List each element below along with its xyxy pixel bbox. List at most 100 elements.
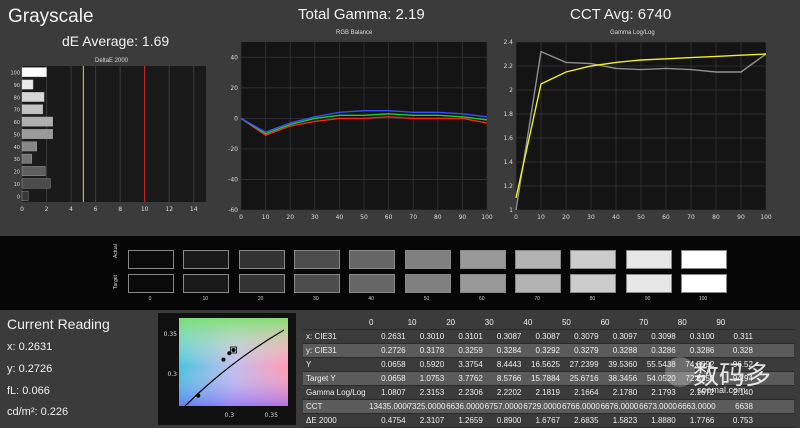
table-row-label: y: CIE31 <box>306 346 337 355</box>
table-cell: 0.311 <box>733 332 753 341</box>
table-column-header: 30 <box>484 318 494 327</box>
table-cell: 8.5766 <box>496 374 522 383</box>
deltae-bar <box>21 141 37 152</box>
table-cell: 6663.0000 <box>677 402 716 411</box>
target-row-label: Target <box>113 275 119 289</box>
gamma-x-tick: 90 <box>737 214 745 221</box>
table-cell: 0.3079 <box>574 332 599 341</box>
swatch-band <box>0 236 800 310</box>
deltae-bar <box>21 129 53 139</box>
deltae-bar <box>21 79 34 90</box>
target-swatch <box>404 274 451 293</box>
table-cell: 0.3098 <box>651 332 676 341</box>
rgb-x-tick: 60 <box>385 214 393 221</box>
watermark-text: 数码多 <box>693 361 772 391</box>
cie-y-tick: 0.3 <box>167 371 177 378</box>
table-cell: 6673.0000 <box>639 402 677 411</box>
deltae-bar <box>21 153 33 164</box>
table-row-label: ΔE 2000 <box>306 416 337 425</box>
rgb-x-tick: 0 <box>239 214 243 221</box>
table-column-header: 10 <box>407 318 417 327</box>
swatch-level-label: 70 <box>534 296 540 302</box>
table-cell: 2.1664 <box>574 388 599 397</box>
rgb-x-tick: 50 <box>360 214 368 221</box>
table-cell: 2.3107 <box>419 416 445 425</box>
rgb-x-tick: 90 <box>459 214 467 221</box>
deltae-chart-title: DeltaE 2000 <box>95 58 129 64</box>
deltae-bar <box>21 190 29 201</box>
table-column-header: 70 <box>639 318 649 327</box>
actual-swatch <box>681 250 727 269</box>
target-swatch <box>681 274 727 293</box>
swatch-level-label: 30 <box>313 296 319 302</box>
deltae-bar <box>21 104 44 115</box>
gamma-x-tick: 0 <box>514 214 518 221</box>
target-swatch <box>293 274 340 293</box>
gamma-y-tick: 2 <box>509 87 513 94</box>
table-cell: 74.8592 <box>685 360 715 369</box>
table-cell: 96.52 <box>732 360 753 369</box>
table-cell: 0.4754 <box>381 416 406 425</box>
table-cell: 25.6716 <box>569 374 599 383</box>
table-cell: 2.2202 <box>496 388 522 397</box>
gamma-y-tick: 1.8 <box>503 111 513 118</box>
gamma-y-tick: 1.4 <box>503 159 513 166</box>
table-row-label: Gamma Log/Log <box>306 388 366 397</box>
table-cell: 1.2659 <box>458 416 483 425</box>
table-cell: 0.3101 <box>458 332 483 341</box>
table-cell: 6636.0000 <box>446 402 485 411</box>
table-cell: 0.3010 <box>419 332 445 341</box>
table-cell: 2.1672 <box>689 388 715 397</box>
table-column-header: 40 <box>523 318 533 327</box>
table-cell: 2.140 <box>732 388 753 397</box>
table-row: CCT 13435.0000 7325.0000 6636.0000 6757.0000… <box>303 400 794 414</box>
table-header-row: 0 10 20 30 40 50 60 70 80 90 <box>303 316 794 330</box>
table-row: ΔE 2000 0.4754 2.3107 1.2659 0.8900 1.6767 2.6… <box>303 414 794 428</box>
deltae-y-tick: 60 <box>14 120 20 126</box>
table-cell: 0.3288 <box>612 346 638 355</box>
actual-swatch <box>625 250 672 269</box>
deltae-x-tick: 14 <box>190 206 198 213</box>
table-row: x: CIE31 0.2631 0.3010 0.3101 0.3087 0.3087 0.… <box>303 330 794 344</box>
watermark-subtext: soomal.com <box>697 385 746 395</box>
deltae-y-tick: 20 <box>14 170 20 176</box>
actual-swatch <box>293 250 340 269</box>
target-swatch <box>183 274 230 293</box>
table-cell: 0.0658 <box>381 374 406 383</box>
actual-swatch <box>128 250 174 269</box>
measurement-table: 0 10 20 30 40 50 60 70 80 90 x: CIE31 0.2631 0.3010 0… <box>303 316 794 428</box>
gamma-y-tick: 2.4 <box>503 39 513 46</box>
table-column-header: 0 <box>369 318 374 327</box>
table-cell: 0.3087 <box>535 332 560 341</box>
target-swatch <box>349 274 396 293</box>
table-cell: 16.5625 <box>531 360 560 369</box>
table-cell: 1.8880 <box>651 416 676 425</box>
table-cell: 0.5920 <box>419 360 445 369</box>
rgb-y-tick: -20 <box>228 146 238 153</box>
actual-swatch <box>459 250 506 269</box>
rgb-x-tick: 70 <box>409 214 417 221</box>
gamma-y-tick: 1.6 <box>503 135 513 142</box>
table-cell: 6729.0000 <box>523 402 562 411</box>
table-cell: 55.5438 <box>646 360 676 369</box>
deltae-bar <box>21 116 53 127</box>
swatch-level-label: 80 <box>589 296 596 302</box>
rgb-y-tick: 0 <box>234 115 238 122</box>
table-cell: 3.7762 <box>458 374 483 383</box>
deltae-y-tick: 30 <box>14 157 20 163</box>
actual-row-label: Actual <box>113 244 119 258</box>
deltae-y-tick: 90 <box>14 83 20 89</box>
gamma-x-tick: 70 <box>687 214 695 221</box>
table-cell: 2.1780 <box>612 388 638 397</box>
swatch-level-label: 100 <box>698 296 708 302</box>
actual-swatch <box>349 250 396 269</box>
table-cell: 1.0753 <box>419 374 445 383</box>
deltae-x-tick: 4 <box>69 206 73 213</box>
reading-x: x: 0.2631 <box>7 341 53 353</box>
target-swatch <box>128 274 174 293</box>
deltae-y-tick: 70 <box>14 108 20 114</box>
table-cell: 0.3097 <box>612 332 638 341</box>
table-cell: 1.0807 <box>381 388 406 397</box>
